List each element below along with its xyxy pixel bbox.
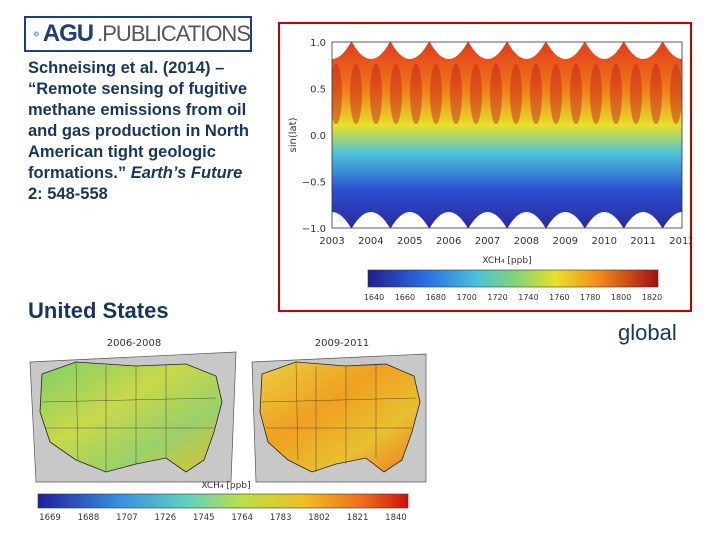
- agu-publications-logo: AGU .PUBLICATIONS: [24, 16, 252, 52]
- global-label: global: [618, 320, 677, 345]
- us-panel-right-title: 2009-2011: [315, 338, 370, 349]
- data-gap-top: [332, 42, 351, 59]
- us-colorbar-tick: 1669: [39, 513, 61, 523]
- global-ylabel: sin(lat): [288, 117, 299, 152]
- us-xch4-maps-figure: 2006-2008 2009-2011 XCH₄ [ppb] 1669 1688 1…: [16, 332, 436, 526]
- data-gap-top: [507, 42, 546, 59]
- global-xtick-label: 2003: [319, 236, 344, 247]
- global-xtick-label: 2012: [669, 236, 690, 247]
- us-colorbar-tick: 1707: [116, 513, 138, 523]
- data-gap-bottom: [624, 212, 663, 228]
- us-map-2009-2011: 2009-2011: [251, 338, 427, 483]
- data-gap-bottom: [663, 212, 682, 228]
- seasonal-maximum-band: [350, 64, 362, 124]
- global-ytick-label: 1.0: [310, 38, 326, 49]
- data-gap-top: [546, 42, 585, 59]
- global-colorbar-tick: 1820: [642, 293, 662, 302]
- us-colorbar-tick: 1802: [308, 513, 330, 523]
- global-xtick-label: 2004: [358, 236, 383, 247]
- seasonal-maximum-band: [670, 64, 682, 124]
- global-colorbar-tick: 1700: [456, 293, 476, 302]
- citation-journal: Earth’s Future: [130, 164, 243, 182]
- data-gap-top: [351, 42, 390, 59]
- global-xtick-label: 2008: [514, 236, 539, 247]
- seasonal-maximum-band: [510, 64, 522, 124]
- us-colorbar-label: XCH₄ [ppb]: [201, 481, 250, 491]
- seasonal-maximum-band: [630, 64, 642, 124]
- global-xch4-plot: sin(lat) 1.0 0.5 0.0 −0.5 −1.0 2003 2004 2005 2…: [288, 38, 695, 302]
- seasonal-maximum-band: [410, 64, 422, 124]
- global-xtick-label: 2007: [475, 236, 500, 247]
- global-ytick-label: 0.0: [310, 131, 326, 142]
- citation-main: Schneising et al. (2014) – “Remote sensi…: [28, 59, 249, 182]
- seasonal-maximum-band: [332, 64, 342, 124]
- global-colorbar: [367, 269, 659, 288]
- data-gap-bottom: [507, 212, 546, 228]
- data-gap-bottom: [390, 212, 429, 228]
- seasonal-maximum-band: [450, 64, 462, 124]
- global-xtick-label: 2009: [553, 236, 578, 247]
- data-gap-bottom: [585, 212, 624, 228]
- data-gap-bottom: [468, 212, 507, 228]
- seasonal-maximum-band: [550, 64, 562, 124]
- seasonal-maximum-band: [430, 64, 442, 124]
- seasonal-maximum-band: [490, 64, 502, 124]
- global-colorbar-tick: 1780: [580, 293, 600, 302]
- us-colorbar-tick: 1688: [78, 513, 100, 523]
- citation-text: Schneising et al. (2014) – “Remote sensi…: [28, 58, 268, 205]
- data-gap-bottom: [351, 212, 390, 228]
- seasonal-maximum-band: [590, 64, 602, 124]
- data-gap-bottom: [546, 212, 585, 228]
- global-ytick-label: −0.5: [302, 178, 326, 189]
- data-gap-top: [624, 42, 663, 59]
- us-map-2006-2008: 2006-2008: [29, 338, 237, 483]
- global-colorbar-tick: 1660: [395, 293, 415, 302]
- agu-globe-icon: [34, 31, 39, 37]
- seasonal-maximum-band: [570, 64, 582, 124]
- data-gap-top: [468, 42, 507, 59]
- global-xtick-label: 2006: [436, 236, 461, 247]
- data-gap-top: [390, 42, 429, 59]
- data-gap-top: [429, 42, 468, 59]
- seasonal-maximum-band: [470, 64, 482, 124]
- united-states-label: United States: [28, 298, 169, 323]
- seasonal-maximum-band: [530, 64, 542, 124]
- data-gap-top: [585, 42, 624, 59]
- data-gap-bottom: [429, 212, 468, 228]
- us-colorbar-tick: 1840: [385, 513, 407, 523]
- us-colorbar: [37, 493, 409, 509]
- us-colorbar-tick: 1764: [231, 513, 253, 523]
- us-colorbar-tick: 1745: [193, 513, 215, 523]
- global-colorbar-tick: 1640: [364, 293, 384, 302]
- us-colorbar-tick: 1783: [270, 513, 292, 523]
- logo-agu-text: AGU: [42, 20, 94, 47]
- logo-publications-text: .PUBLICATIONS: [97, 21, 251, 46]
- global-ytick-label: 0.5: [310, 85, 326, 96]
- us-panel-left-title: 2006-2008: [107, 338, 162, 349]
- data-gap-top: [663, 42, 682, 59]
- seasonal-maximum-band: [370, 64, 382, 124]
- global-xtick-label: 2010: [591, 236, 616, 247]
- seasonal-maximum-band: [650, 64, 662, 124]
- global-colorbar-tick: 1800: [611, 293, 631, 302]
- global-colorbar-tick: 1720: [487, 293, 507, 302]
- global-ytick-label: −1.0: [302, 224, 326, 235]
- data-gap-bottom: [332, 212, 351, 228]
- global-colorbar-tick: 1760: [549, 293, 569, 302]
- global-colorbar-tick: 1680: [426, 293, 446, 302]
- global-colorbar-label: XCH₄ [ppb]: [482, 256, 531, 266]
- citation-volume: 2: 548-558: [28, 185, 108, 203]
- us-xch4-maps: 2006-2008 2009-2011 XCH₄ [ppb] 1669 1688 1…: [29, 338, 427, 523]
- seasonal-maximum-band: [390, 64, 402, 124]
- global-xtick-label: 2011: [630, 236, 655, 247]
- global-colorbar-tick: 1740: [518, 293, 538, 302]
- latitude-time-heatmap: [332, 42, 682, 228]
- global-xch4-figure: sin(lat) 1.0 0.5 0.0 −0.5 −1.0 2003 2004 2005 2…: [278, 22, 695, 312]
- us-colorbar-tick: 1726: [155, 513, 177, 523]
- global-xtick-label: 2005: [397, 236, 422, 247]
- us-colorbar-tick: 1821: [347, 513, 369, 523]
- seasonal-maximum-band: [610, 64, 622, 124]
